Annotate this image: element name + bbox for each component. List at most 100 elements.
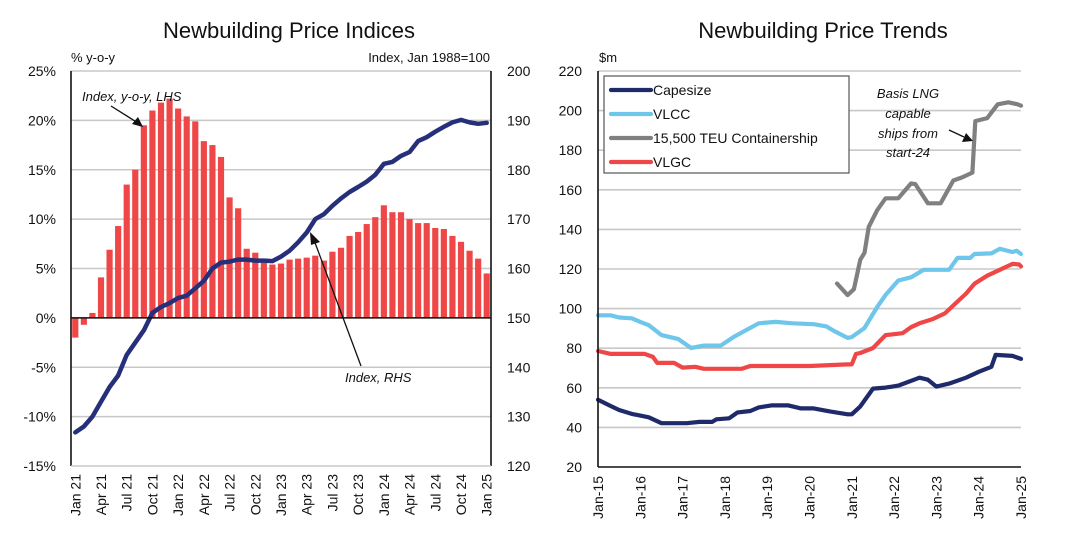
yoy-bar [440,229,447,318]
y-tick-label: 180 [559,142,583,158]
yoy-bar [269,264,276,318]
yoy-bar [380,205,387,318]
left-axis-unit-label: % y-o-y [71,50,116,65]
y-tick-label: 10% [28,211,56,227]
yoy-bar [406,219,413,318]
x-tick-label: Jan-23 [928,476,944,519]
y2-tick-label: 180 [507,162,531,178]
x-tick-label: Jan-21 [844,476,860,519]
yoy-bar [157,102,165,318]
yoy-bar [295,258,302,318]
y-tick-label: 80 [566,340,582,356]
index-line [73,117,489,435]
x-tick-label: Oct 23 [350,474,366,515]
yoy-bar [166,98,173,318]
x-tick-label: Apr 24 [402,474,418,515]
x-tick-label: Jul 23 [324,474,340,512]
yoy-bar [397,212,405,318]
y-tick-label: 100 [559,301,583,317]
right-chart-title: Newbuilding Price Trends [698,18,947,43]
x-tick-label: Jan-15 [590,476,606,519]
x-tick-label: Jan-25 [1013,476,1029,519]
yoy-bar [97,277,105,318]
yoy-bar [209,145,216,318]
annotation-index-arrowhead-icon [310,232,320,245]
annotation-lng-line-4: start-24 [886,145,930,160]
y2-tick-label: 140 [507,359,531,375]
y-tick-label: 120 [559,261,583,277]
yoy-bar [175,108,182,318]
y2-tick-label: 170 [507,211,531,227]
y2-tick-label: 150 [507,310,531,326]
annotation-index-label: Index, RHS [345,370,412,385]
y-tick-label: -15% [23,458,56,474]
left-x-ticks: Jan 21 Apr 21 Jul 21 Oct 21 Jan 22 Apr 22 Jul … [67,474,494,516]
yoy-bar [346,235,353,318]
right-axis-unit-label: Index, Jan 1988=100 [368,50,490,65]
yoy-bar [337,247,345,318]
yoy-bar [217,156,225,318]
yoy-bar [457,241,465,318]
x-tick-label: Oct 21 [144,474,160,515]
legend-label: 15,500 TEU Containership [653,130,818,146]
x-tick-label: Jan-24 [971,476,987,519]
y-tick-label: 0% [36,310,56,326]
annotation-index-arrow [313,239,362,367]
right-y-ticks: 200 190 180 170 160 150 140 130 120 [507,63,531,474]
x-tick-label: Jan-19 [759,476,775,519]
x-tick-label: Jan-18 [717,476,733,519]
y2-tick-label: 120 [507,458,531,474]
yoy-bar [149,110,156,318]
right-chart-x-ticks: Jan-15 Jan-16 Jan-17 Jan-18 Jan-19 Jan-20 Jan-… [590,476,1029,519]
yoy-bar [132,169,139,318]
legend-label: VLCC [653,106,690,122]
yoy-bar [303,257,310,318]
yoy-bar [260,259,267,318]
y-tick-label: -10% [23,409,56,425]
series-lines [595,100,1024,426]
yoy-bar [320,260,327,318]
x-tick-label: Jan 23 [273,474,289,516]
y-tick-label: 40 [566,419,582,435]
yoy-bar [252,252,259,318]
x-tick-label: Oct 22 [247,474,263,515]
y-tick-label: 15% [28,162,56,178]
annotation-lng-arrowhead-icon [962,133,973,142]
x-tick-label: Jan 25 [479,474,495,516]
y-tick-label: 220 [559,63,583,79]
x-tick-label: Jan-22 [886,476,902,519]
left-chart: Newbuilding Price Indices % y-o-y Index,… [23,18,530,516]
yoy-bar [286,259,293,318]
legend-label: Capesize [653,82,712,98]
yoy-bar [389,212,396,318]
x-tick-label: Oct 24 [453,474,469,515]
annotation-lng-line-2: capable [885,106,931,121]
yoy-bar [200,141,207,318]
yoy-bar [183,116,190,318]
x-tick-label: Jan 22 [170,474,186,516]
y-tick-label: 60 [566,380,582,396]
y-tick-label: -5% [31,359,56,375]
yoy-bar [466,250,473,318]
annotation-lng: Basis LNG capable ships from start-24 [877,86,973,160]
yoy-bar [312,255,319,318]
y-tick-label: 140 [559,221,583,237]
yoy-bar [329,251,336,318]
y-tick-label: 20 [566,459,582,475]
x-tick-label: Apr 22 [196,474,212,515]
x-tick-label: Jan 24 [376,474,392,516]
series-line-capesize [595,352,1024,426]
x-tick-label: Jan-16 [632,476,648,519]
x-tick-label: Jul 22 [222,474,238,512]
y-tick-label: 25% [28,63,56,79]
yoy-bar [80,317,87,325]
yoy-bar [106,249,113,318]
series-line-vlcc [595,246,1024,351]
right-axes [597,71,1021,468]
yoy-bar [243,248,250,318]
yoy-bar [475,258,482,318]
yoy-bar [355,231,362,318]
yoy-bar [123,184,130,318]
x-tick-label: Jul 21 [119,474,135,512]
yoy-bar [140,125,147,318]
